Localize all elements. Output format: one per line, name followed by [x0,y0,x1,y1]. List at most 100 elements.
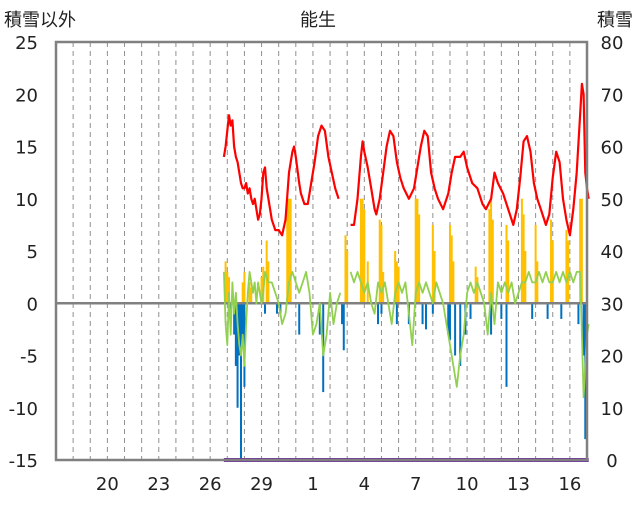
snowfall-bar-28 [418,214,421,304]
snowfall-bar-14 [344,235,347,304]
snowfall-bar-46 [550,219,553,304]
snow-decrease-bar-36 [582,303,585,356]
snow-decrease-bar-11 [298,303,301,335]
x-tick-label-9: 16 [558,474,581,495]
snowfall-bar-3 [241,282,244,304]
left-tick-label-6: -5 [20,347,38,368]
x-ticks: 20 23 26 29 1 4 7 10 13 16 [96,474,581,495]
right-y-ticks: 80 70 60 50 40 30 20 10 0 [601,33,624,472]
snow-decrease-bar-30 [500,303,503,319]
snowfall-bar-32 [450,235,453,304]
snowfall-bar-50 [579,198,582,304]
snow-decrease-bar-14 [341,303,344,325]
snowfall-bar-39 [505,224,508,304]
right-tick-label-0: 80 [601,33,624,54]
x-tick-label-0: 20 [96,474,119,495]
snowfall-bar-11 [286,198,289,304]
snow-decrease-bar-5 [239,303,242,460]
snow-decrease-bar-34 [560,303,563,319]
snowfall-bar-41 [520,198,523,304]
left-tick-label-2: 15 [15,138,38,159]
snow-decrease-bar-33 [546,303,549,319]
snow-decrease-bar-8 [263,303,266,314]
right-tick-label-2: 60 [601,138,624,159]
snow-decrease-bar-20 [421,303,424,325]
snow-decrease-bar-24 [448,303,451,340]
snowfall-bar-45 [536,261,539,304]
snow-decrease-bar-31 [505,303,508,387]
snow-decrease-bar-9 [275,303,278,314]
snow-decrease-bar-16 [377,303,380,325]
snow-decrease-bar-32 [531,303,534,319]
x-tick-label-6: 7 [410,474,421,495]
right-tick-label-1: 70 [601,85,624,106]
snowfall-bar-29 [431,224,434,304]
snow-depth-line-1 [350,82,590,237]
left-y-ticks: 25 20 15 10 5 0 -5 -10 -15 [9,33,38,472]
grid-lines [72,42,571,460]
snow-decrease-bar-22 [431,303,434,314]
snowfall-bar-2 [228,277,231,304]
snow-decrease-bar-21 [424,303,427,330]
temperature-line-0 [223,270,342,367]
snow-decrease-bar-26 [459,303,462,366]
snow-depth-line-0 [222,114,340,237]
snowfall-bar-49 [567,240,570,304]
right-tick-label-8: 0 [606,451,617,472]
snowfall-bar-24 [395,261,398,304]
snow-decrease-bar-28 [469,303,472,319]
right-tick-label-7: 10 [601,399,624,420]
snowfall-bar-37 [490,198,493,304]
snowfall-bar-7 [260,277,263,304]
left-tick-label-0: 25 [15,33,38,54]
snowfall-bar-1 [226,271,229,304]
right-tick-label-5: 30 [601,294,624,315]
snowfall-bar-31 [448,224,451,304]
x-tick-label-3: 29 [250,474,273,495]
snowfall-bar-30 [433,251,436,304]
left-axis-title: 積雪以外 [4,10,76,31]
right-axis-title: 積雪 [597,10,633,31]
plot-frame-group [54,40,589,462]
snowfall-bar-20 [378,219,381,304]
x-tick-label-7: 10 [456,474,479,495]
snowfall-bar-51 [580,198,583,304]
snow-decrease-bar-6 [241,303,244,335]
left-tick-label-8: -15 [9,451,38,472]
snowfall-bar-15 [346,251,349,304]
snowfall-bar-6 [250,287,253,304]
snowfall-bar-9 [265,240,268,304]
snowfall-bar-17 [361,198,364,304]
snow-decrease-bar-15 [342,303,345,351]
snowfall-bar-26 [414,198,417,304]
snowfall-bar-21 [380,224,383,304]
left-tick-label-3: 10 [15,190,38,211]
x-tick-label-4: 1 [307,474,318,495]
snow-decrease-bar-35 [577,303,580,325]
x-tick-label-2: 26 [199,474,222,495]
snowfall-bar-18 [363,209,366,304]
snowfall-bar-38 [491,219,494,304]
left-tick-label-5: 0 [27,294,38,315]
snow-decrease-bar-29 [490,303,493,335]
snow-decrease-bar-3 [236,303,239,408]
snowfall-bar-42 [522,214,525,304]
snowfall-bar-4 [243,271,246,304]
left-tick-label-7: -10 [9,399,38,420]
snowfall-bar-47 [551,240,554,304]
snowfall-bar-0 [224,261,227,304]
snow-decrease-bar-2 [234,303,237,366]
snowfall-bar-27 [416,198,419,304]
x-tick-label-1: 23 [147,474,170,495]
left-tick-label-1: 20 [15,85,38,106]
left-tick-label-4: 5 [27,242,38,263]
snow-decrease-bar-17 [380,303,383,314]
snowfall-bar-36 [488,209,491,304]
chart-title: 能生 [300,10,336,31]
snowfall-bar-12 [287,198,290,304]
snow-decrease-bars [229,303,588,460]
snowfall-bar-40 [507,240,510,304]
snowfall-bar-5 [248,282,251,304]
snowfall-bar-13 [289,198,292,304]
